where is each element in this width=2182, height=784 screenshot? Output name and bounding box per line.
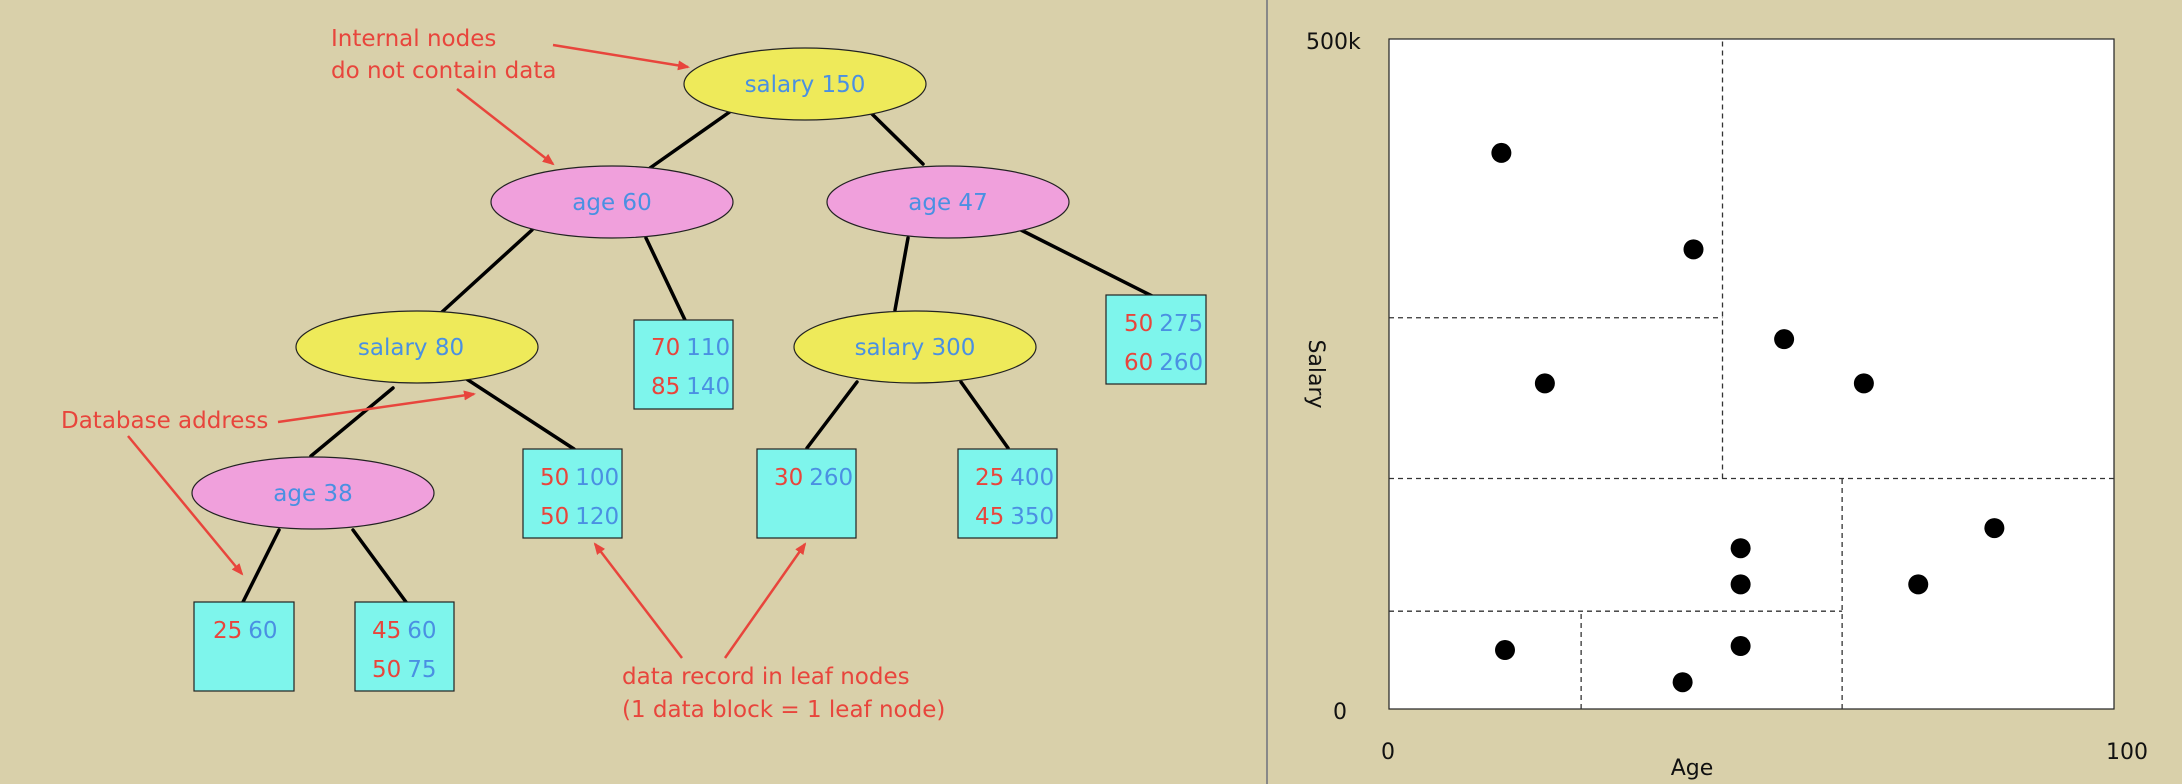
leaf-record: 60 260	[1124, 350, 1203, 376]
leaf-node-6: 25 60	[193, 601, 295, 692]
data-point-1	[1491, 142, 1512, 163]
leaf-box	[756, 448, 857, 539]
data-point-7	[1730, 574, 1751, 595]
node-label: age 60	[572, 190, 651, 216]
leaf-box	[957, 448, 1058, 539]
y-tick-min: 0	[1333, 700, 1347, 725]
internal-node-l2a: salary 80	[295, 310, 539, 384]
leaf-record: 50 100	[540, 465, 619, 491]
x-tick-min: 0	[1381, 740, 1395, 765]
edge-l2a-leaf3	[463, 376, 576, 451]
leaf-node-4: 30 260	[756, 448, 857, 539]
edge-l2b-leaf4	[805, 380, 859, 450]
leaf-box	[633, 319, 734, 410]
annotation-text: data record in leaf nodes	[622, 664, 910, 690]
arrow-to-leaf3	[593, 542, 683, 659]
node-label: salary 300	[855, 335, 976, 361]
annotation-database-address: Database address	[61, 390, 476, 576]
edge-l3a-leaf6	[241, 528, 281, 604]
data-points	[1491, 142, 2005, 693]
annotation-leaf-nodes: data record in leaf nodes (1 data block …	[593, 542, 945, 723]
leaf-record: 45 60	[372, 618, 437, 644]
edge-l1a-l2a	[440, 228, 534, 314]
data-point-5	[1853, 373, 1874, 394]
data-point-9	[1984, 518, 2005, 539]
data-point-6	[1730, 538, 1751, 559]
partition-lines	[1389, 39, 2114, 709]
age-node-shape	[191, 456, 435, 530]
leaf-record: 50 75	[372, 657, 437, 683]
x-axis-label: Age	[1671, 756, 1714, 781]
partition-chart: 500k 0 0 100 Age Salary	[1303, 30, 2148, 781]
leaf-box	[193, 601, 295, 692]
edge-l1a-leaf1	[644, 236, 687, 322]
internal-node-l1a: age 60	[490, 165, 734, 239]
edge-l3a-leaf7	[351, 528, 408, 604]
leaf-node-3: 50 100 50 120	[522, 448, 623, 539]
tree-edges	[241, 109, 1154, 604]
edge-l1b-l2b	[893, 236, 910, 312]
leaf-box	[354, 601, 455, 692]
annotation-text: (1 data block = 1 leaf node)	[622, 697, 945, 723]
leaf-node-2: 50 275 60 260	[1105, 294, 1207, 385]
data-point-10	[1495, 640, 1515, 661]
edge-root-l1b	[867, 109, 925, 166]
leaf-box	[1105, 294, 1207, 385]
arrow-to-internal	[456, 88, 555, 166]
x-tick-max: 100	[2106, 740, 2148, 765]
arrow-to-leaf-pointer	[277, 390, 476, 424]
edge-l2b-leaf5	[959, 380, 1010, 450]
arrow-to-leaf4	[723, 542, 807, 659]
salary-node-shape	[793, 310, 1037, 384]
internal-node-root: salary 150	[683, 47, 927, 121]
y-tick-max: 500k	[1306, 30, 1361, 55]
leaf-record: 70 110	[651, 335, 730, 361]
node-label: age 47	[908, 190, 987, 216]
leaf-record: 25 60	[213, 618, 278, 644]
data-point-8	[1908, 574, 1929, 595]
annotation-text: Database address	[61, 408, 268, 434]
salary-node-shape	[683, 47, 927, 121]
plot-area	[1388, 38, 2115, 710]
leaf-node-7: 45 60 50 75	[354, 601, 455, 692]
annotation-internal-nodes: Internal nodes do not contain data	[331, 26, 690, 166]
leaf-record: 45 350	[975, 504, 1054, 530]
leaf-box	[522, 448, 623, 539]
leaf-record: 50 275	[1124, 311, 1203, 337]
age-node-shape	[826, 165, 1070, 239]
arrow-to-leaf	[127, 435, 244, 576]
arrow-to-root	[552, 43, 690, 71]
y-axis-label: Salary	[1303, 339, 1328, 408]
edge-l1b-leaf2	[1019, 228, 1154, 298]
leaf-record: 30 260	[774, 465, 853, 491]
age-node-shape	[490, 165, 734, 239]
node-label: salary 150	[745, 72, 866, 98]
data-point-11	[1730, 636, 1751, 657]
internal-node-l3a: age 38	[191, 456, 435, 530]
edge-root-l1a	[648, 109, 733, 170]
leaf-record: 50 120	[540, 504, 619, 530]
leaf-record: 25 400	[975, 465, 1054, 491]
node-label: age 38	[273, 481, 352, 507]
annotation-text: do not contain data	[331, 58, 556, 84]
salary-node-shape	[295, 310, 539, 384]
internal-node-l2b: salary 300	[793, 310, 1037, 384]
annotation-text: Internal nodes	[331, 26, 496, 52]
data-point-2	[1683, 239, 1704, 260]
leaf-record: 85 140	[651, 374, 730, 400]
data-point-3	[1534, 373, 1555, 394]
node-label: salary 80	[358, 335, 464, 361]
edge-l2a-l3a	[309, 386, 395, 458]
data-point-4	[1774, 329, 1795, 350]
data-point-12	[1672, 672, 1693, 693]
internal-node-l1b: age 47	[826, 165, 1070, 239]
leaf-node-5: 25 400 45 350	[957, 448, 1058, 539]
leaf-node-1: 70 110 85 140	[633, 319, 734, 410]
